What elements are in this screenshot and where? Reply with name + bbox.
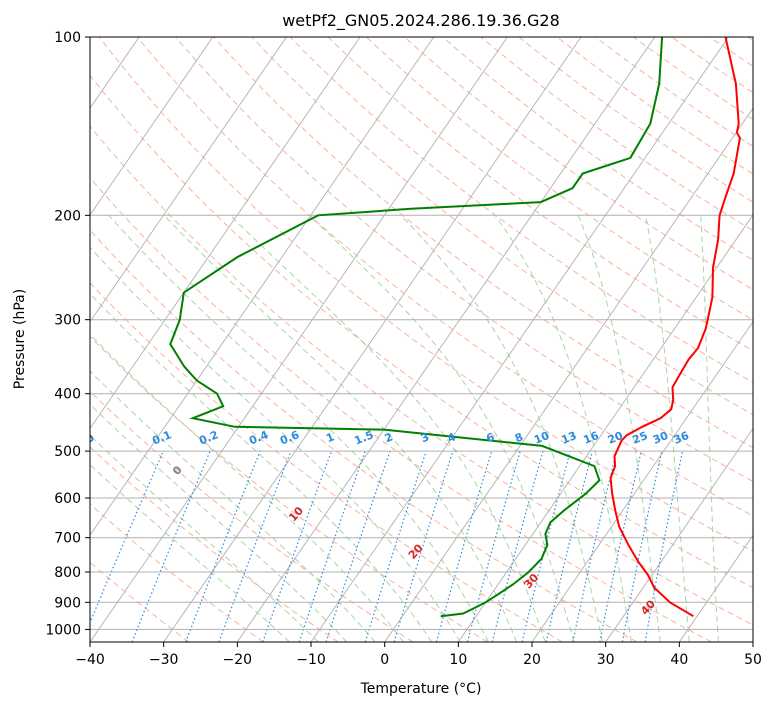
dry-adiabat [404, 37, 753, 291]
mixing-ratio-line [325, 450, 391, 642]
isotherm [90, 37, 508, 642]
isotherm [163, 37, 582, 642]
chart-title: wetPf2_GN05.2024.286.19.36.G28 [282, 11, 560, 31]
x-axis: −40 −30 −20 −10 0 10 20 30 40 50 [75, 642, 762, 668]
dry-adiabat [366, 37, 753, 321]
moist-adiabat [90, 370, 376, 642]
y-tick-label: 700 [54, 531, 81, 547]
isotherm [90, 37, 287, 323]
moist-adiabat [108, 214, 489, 642]
dry-adiabat-label: -10 [74, 431, 97, 455]
y-tick-label: 600 [54, 491, 81, 507]
y-tick-label: 400 [54, 387, 81, 403]
mixing-ratio-label: 25 [631, 429, 650, 447]
isotherm [90, 37, 214, 216]
y-tick-label: 900 [54, 595, 81, 611]
x-tick-label: −10 [296, 652, 326, 668]
y-tick-label: 1000 [45, 622, 81, 638]
dry-adiabat [137, 37, 753, 517]
isotherm [531, 320, 753, 642]
moist-adiabat [494, 215, 632, 642]
mixing-ratio-line [466, 450, 521, 642]
mixing-ratio-label: 16 [582, 429, 601, 447]
y-tick-label: 500 [54, 444, 81, 460]
isotherm [605, 427, 753, 642]
moist-adiabat [90, 403, 348, 642]
moist-adiabat [400, 214, 603, 642]
mixing-ratio-line [545, 450, 593, 642]
dry-adiabat [90, 335, 488, 642]
mixing-ratio-line [262, 450, 333, 642]
mixing-ratio-line [491, 450, 544, 642]
plot-frame [89, 36, 754, 643]
mixing-ratio-line [572, 450, 618, 642]
dry-adiabat [251, 37, 753, 416]
mixing-ratio-label: 8 [513, 430, 525, 445]
dry-adiabat [90, 503, 264, 642]
isotherm [90, 37, 435, 536]
moist-adiabat [90, 292, 433, 642]
mixing-ratio-label: 20 [606, 429, 625, 447]
x-tick-label: −20 [223, 652, 253, 668]
moist-adiabat [308, 214, 575, 642]
x-tick-label: 40 [670, 652, 688, 668]
isotherm [310, 37, 729, 642]
isotherm [457, 214, 753, 642]
dewpoint-profile [169, 37, 664, 618]
moist-adiabat [163, 214, 518, 642]
mixing-ratio-line [435, 450, 493, 642]
mixing-ratio-label: 3 [419, 430, 431, 445]
dry-adiabat [213, 37, 753, 449]
moist-adiabat [90, 434, 319, 642]
mixing-ratio-line [364, 450, 427, 642]
y-axis-label: Pressure (hPa) [12, 289, 28, 389]
isotherm [236, 37, 656, 642]
isotherm [384, 107, 753, 642]
x-tick-label: −30 [149, 652, 179, 668]
dry-adiabat [175, 37, 753, 482]
y-tick-label: 100 [54, 30, 81, 46]
mixing-ratio-label: 10 [532, 429, 551, 447]
x-tick-label: −40 [75, 652, 105, 668]
x-tick-label: 10 [449, 652, 467, 668]
x-tick-label: 20 [523, 652, 541, 668]
isotherm [678, 534, 753, 642]
mixing-ratio-line [393, 450, 454, 642]
dry-adiabat [90, 177, 712, 642]
mixing-ratio-line [90, 450, 164, 624]
mixing-ratio-line [218, 450, 292, 642]
dry-adiabat [90, 282, 563, 642]
mixing-ratio-label: 1 [324, 430, 336, 445]
mixing-ratio-line [131, 450, 211, 642]
dry-adiabat [90, 125, 753, 626]
mixing-ratio-label: 30 [651, 429, 670, 447]
moist-adiabat [229, 214, 546, 642]
y-tick-label: 300 [54, 313, 81, 329]
mixing-ratio-label: 36 [672, 429, 691, 447]
mixing-ratio-line [185, 450, 261, 642]
moist-adiabat [700, 215, 719, 642]
temperature-profile [609, 37, 741, 618]
mixing-ratio-label: 13 [559, 429, 578, 447]
isotherm [90, 37, 361, 430]
mixing-ratio-line [298, 450, 366, 642]
x-tick-label: 0 [380, 652, 389, 668]
y-tick-label: 200 [54, 208, 81, 224]
dry-adiabat [90, 74, 753, 589]
x-axis-label: Temperature (°C) [360, 681, 482, 697]
x-tick-label: 50 [744, 652, 762, 668]
moist-adiabat [90, 333, 404, 642]
y-tick-label: 800 [54, 565, 81, 581]
mixing-ratio-line [521, 450, 571, 642]
moist-adiabat [90, 246, 461, 642]
mixing-ratio-label: 2 [383, 430, 395, 445]
x-tick-label: 30 [597, 652, 615, 668]
moist-adiabat [90, 463, 290, 642]
y-axis: 100 200 300 400 500 600 700 800 900 1000 [45, 30, 90, 638]
dry-adiabat [90, 229, 638, 642]
